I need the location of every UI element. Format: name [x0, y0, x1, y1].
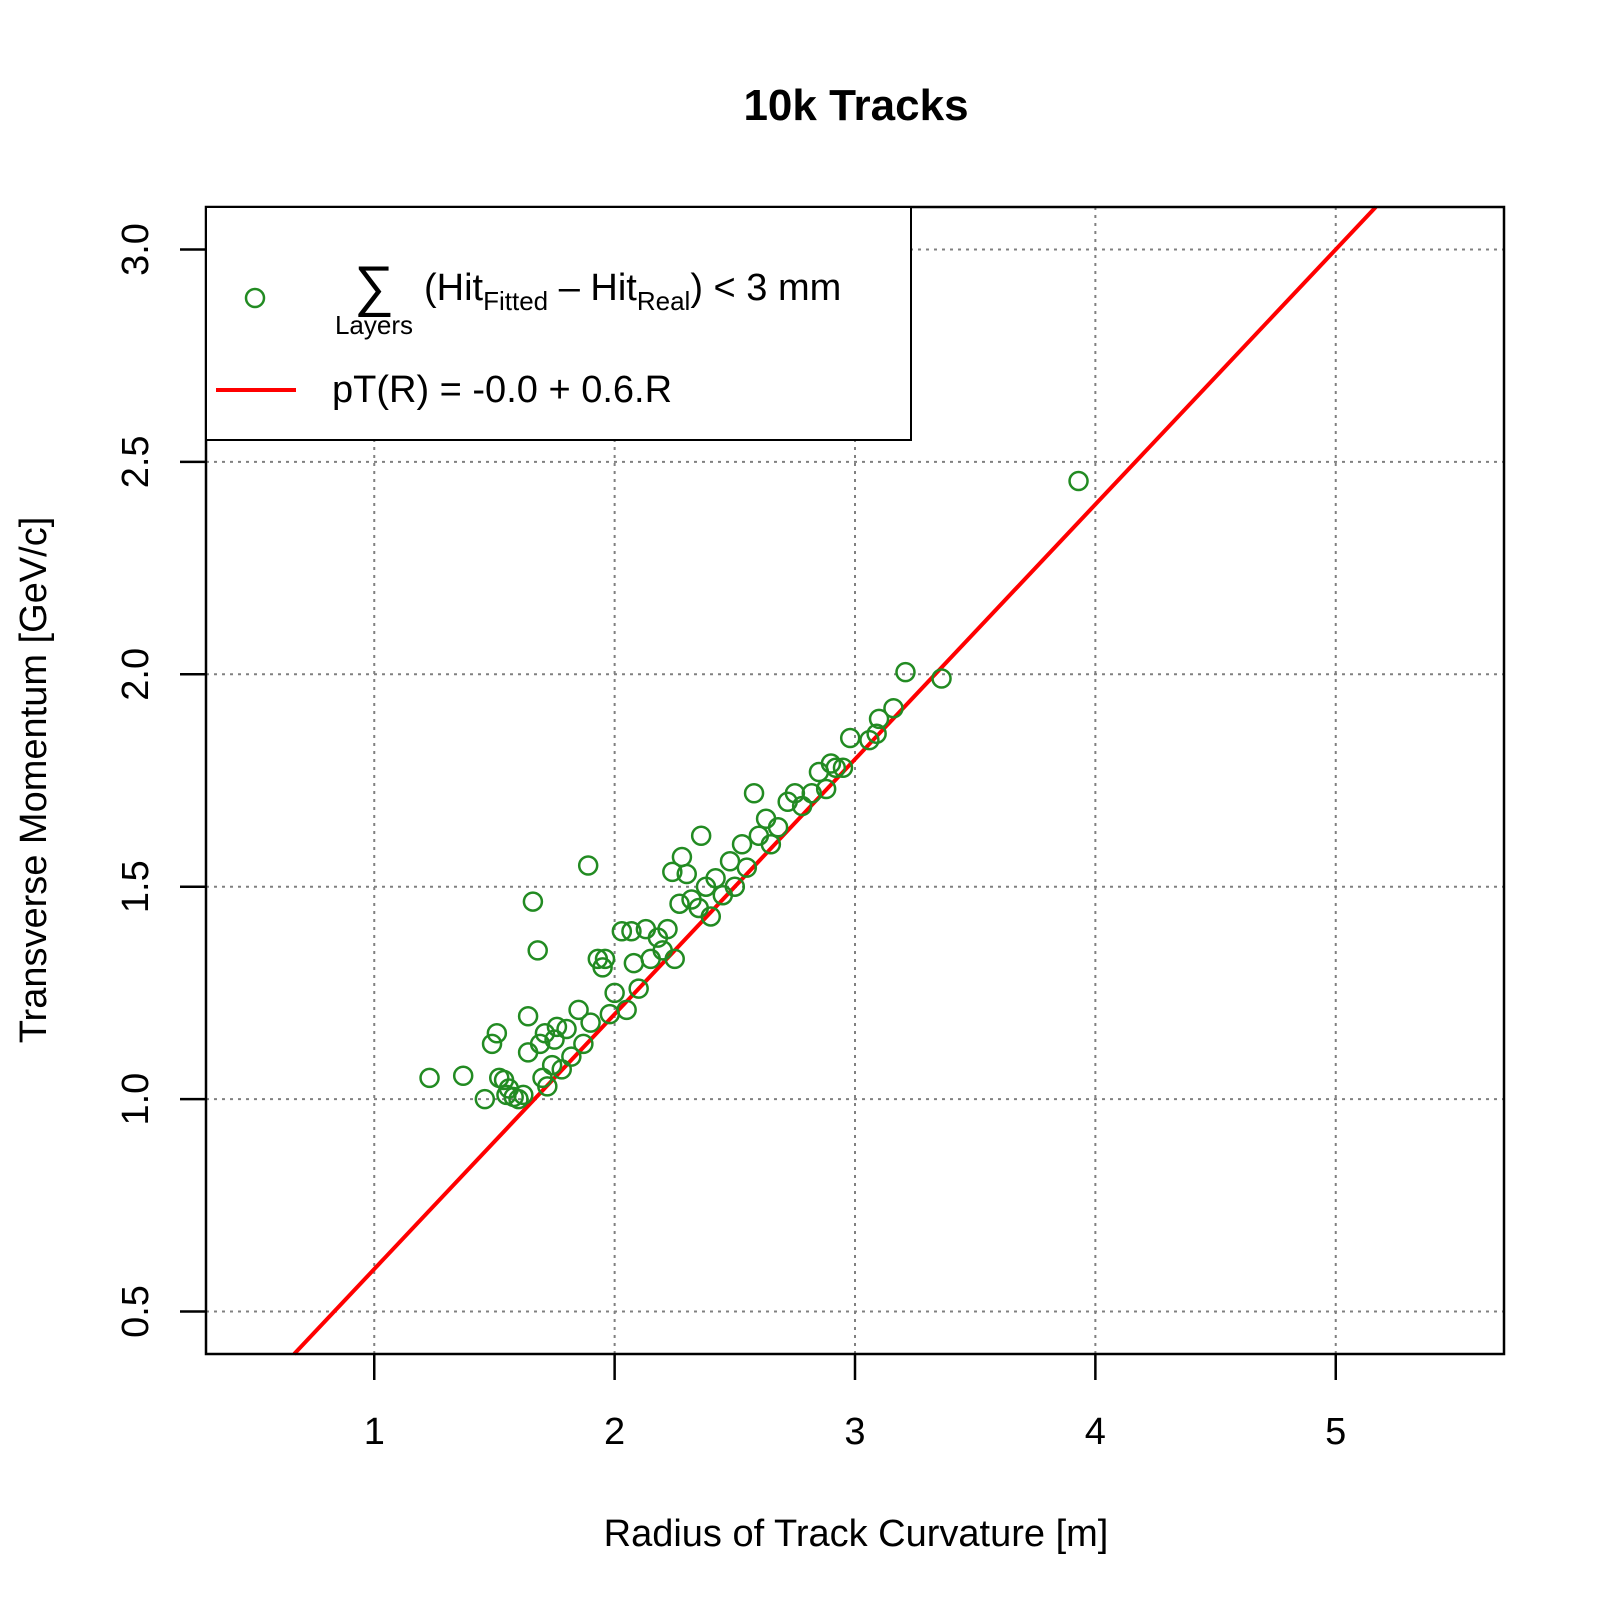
data-point — [592, 957, 613, 978]
data-point — [731, 833, 753, 855]
data-point — [452, 1065, 474, 1086]
data-point — [801, 782, 822, 804]
data-point — [676, 863, 697, 885]
data-point — [573, 1033, 594, 1055]
data-point — [820, 753, 842, 774]
y-tick-label: 1.5 — [115, 860, 157, 913]
data-point — [700, 906, 722, 927]
data-point — [623, 952, 645, 974]
legend: ∑ Layers (HitFitted – HitReal) < 3 mm pT… — [205, 206, 912, 441]
data-point — [529, 1033, 551, 1055]
data-point — [895, 661, 916, 683]
legend-sum-subscript: Layers — [335, 310, 413, 340]
data-point — [577, 855, 599, 876]
data-point — [551, 1059, 572, 1080]
x-axis-label: Radius of Track Curvature [m] — [604, 1513, 1109, 1555]
data-point — [671, 846, 693, 868]
legend-points-label: (HitFitted – HitReal) < 3 mm — [424, 267, 841, 316]
data-point — [517, 1006, 539, 1027]
y-tick-label: 0.5 — [115, 1285, 157, 1338]
x-tick-label: 5 — [1325, 1411, 1346, 1453]
data-point — [621, 921, 642, 942]
legend-point-marker — [244, 287, 266, 309]
x-tick-label: 4 — [1085, 1411, 1106, 1453]
legend-sum-symbol: ∑ — [354, 254, 394, 317]
legend-line-label: pT(R) = -0.0 + 0.6.R — [332, 369, 672, 411]
data-point — [931, 668, 952, 689]
x-tick-label: 1 — [364, 1411, 385, 1453]
data-point — [541, 1054, 563, 1076]
data-point — [690, 825, 712, 846]
points-layer — [419, 470, 1089, 1110]
data-point — [486, 1023, 508, 1044]
y-tick-label: 1.0 — [115, 1073, 157, 1126]
data-point — [628, 978, 649, 999]
data-point — [866, 723, 887, 745]
data-point — [537, 1076, 558, 1097]
y-tick-label: 2.5 — [115, 435, 157, 488]
data-point — [419, 1067, 440, 1089]
data-point — [743, 782, 765, 804]
data-point — [724, 876, 746, 897]
chart-title: 10k Tracks — [743, 81, 968, 130]
data-point — [568, 999, 589, 1021]
data-point — [616, 999, 637, 1021]
fit-line — [292, 205, 1378, 1356]
data-point — [859, 729, 880, 751]
data-point — [705, 867, 726, 889]
data-point — [868, 708, 890, 730]
data-point — [481, 1033, 503, 1055]
data-point — [760, 833, 782, 855]
x-tick-label: 2 — [604, 1411, 625, 1453]
data-point — [522, 891, 544, 912]
data-point — [815, 778, 837, 800]
x-axis: 1 2 3 4 5 — [364, 1354, 1346, 1453]
data-point — [594, 948, 616, 970]
data-point — [736, 857, 758, 878]
data-point — [883, 698, 904, 719]
data-point — [611, 921, 633, 942]
data-point — [662, 861, 683, 883]
data-point — [825, 757, 847, 779]
data-point — [508, 1088, 529, 1110]
data-point — [474, 1088, 496, 1110]
data-point — [832, 757, 854, 779]
data-point — [561, 1046, 582, 1067]
y-tick-label: 2.0 — [115, 648, 157, 701]
data-point — [839, 727, 861, 749]
data-point — [664, 948, 685, 970]
data-point — [604, 982, 625, 1004]
data-point — [791, 795, 813, 817]
data-point — [1068, 470, 1089, 492]
legend-box — [205, 206, 912, 441]
data-point — [513, 1084, 534, 1106]
fit-line-layer — [292, 205, 1378, 1356]
data-point — [527, 940, 548, 961]
x-tick-label: 3 — [844, 1411, 865, 1453]
data-point — [719, 850, 741, 872]
y-tick-label: 3.0 — [115, 223, 157, 276]
data-point — [546, 1016, 568, 1038]
data-point — [657, 918, 678, 940]
y-axis-label: Transverse Momentum [GeV/c] — [13, 517, 55, 1044]
data-point — [544, 1029, 565, 1050]
y-axis: 0.5 1.0 1.5 2.0 2.5 3.0 — [115, 223, 206, 1338]
data-point — [556, 1018, 577, 1040]
data-point — [669, 893, 690, 914]
data-point — [580, 1012, 601, 1033]
data-point — [767, 816, 789, 838]
